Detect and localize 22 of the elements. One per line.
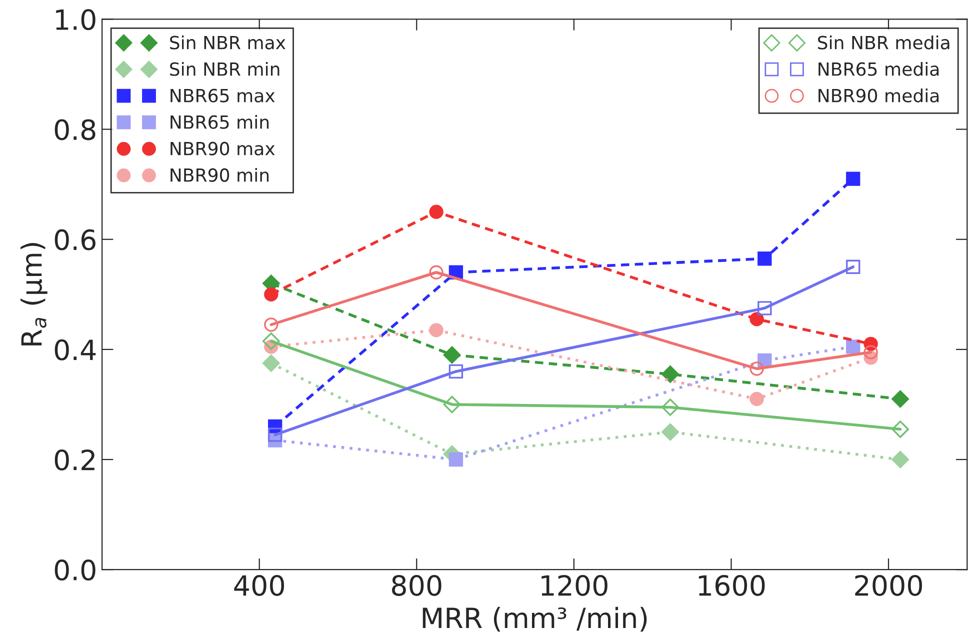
legend-label: NBR65 min xyxy=(170,114,269,129)
y-axis-title: R$_{a}$ (μm) xyxy=(20,243,48,346)
x-tick-label: 1600 xyxy=(698,574,765,596)
x-axis-title: MRR (mm³ /min) xyxy=(422,606,647,632)
legend-label: Sin NBR min xyxy=(170,62,280,76)
legend-label: NBR90 media xyxy=(818,88,939,102)
legend-label: NBR65 max xyxy=(170,88,275,102)
legend-label: NBR90 min xyxy=(170,168,269,182)
y-tick-label: 0.6 xyxy=(54,229,96,250)
legend-label: NBR65 media xyxy=(818,62,939,76)
legend-label: Sin NBR max xyxy=(170,35,286,50)
y-tick-label: 1.0 xyxy=(56,9,96,30)
y-tick-label: 0.4 xyxy=(54,339,96,360)
x-tick-label: 800 xyxy=(392,574,442,596)
legend-label: Sin NBR media xyxy=(818,35,950,50)
y-tick-label: 0.2 xyxy=(54,449,94,470)
x-tick-label: 2000 xyxy=(855,574,922,596)
legend-label: NBR90 max xyxy=(170,142,275,156)
x-tick-label: 1200 xyxy=(542,574,608,596)
y-tick-label: 0.0 xyxy=(54,560,96,581)
y-tick-label: 0.8 xyxy=(54,119,96,140)
x-tick-label: 400 xyxy=(234,574,284,596)
